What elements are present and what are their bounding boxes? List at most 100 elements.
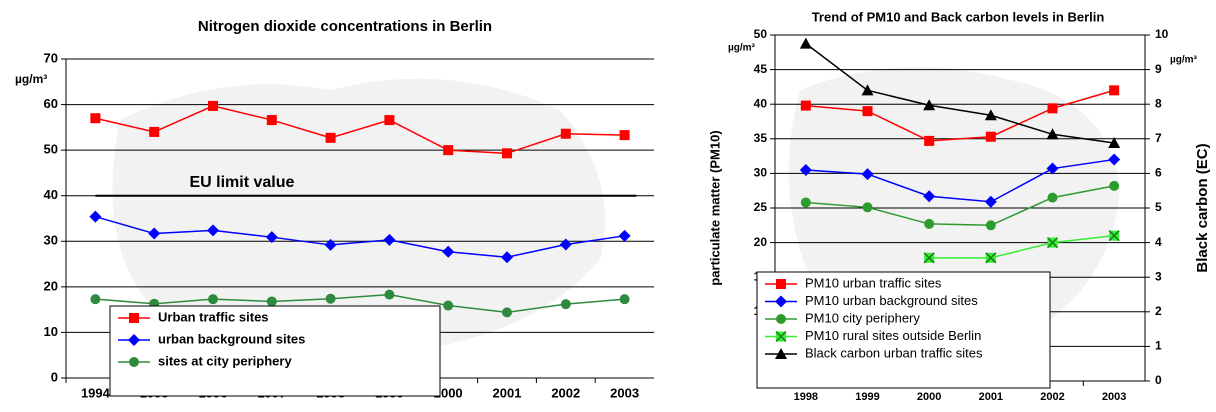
legend-box [109, 305, 441, 397]
marker [923, 252, 935, 264]
y-unit: µg/m³ [728, 43, 756, 54]
y-unit: µg/m³ [15, 72, 47, 86]
marker [775, 295, 787, 308]
marker [560, 299, 571, 310]
y-tick-label: 40 [44, 187, 58, 202]
marker [862, 202, 873, 213]
marker [325, 293, 336, 304]
marker [266, 115, 277, 126]
marker [1046, 237, 1059, 249]
marker [775, 330, 787, 343]
legend-box [756, 271, 1051, 389]
marker [384, 289, 395, 300]
x-tick-label: 2003 [610, 385, 639, 400]
marker-cross [1046, 237, 1059, 249]
marker [1108, 230, 1120, 242]
marker [1109, 85, 1120, 96]
y-tick-label: 20 [754, 235, 768, 249]
marker [1046, 128, 1059, 140]
legend-label: PM10 urban background sites [805, 293, 978, 308]
y-tick-label: 20 [44, 278, 58, 293]
marker [861, 168, 874, 181]
y-tick-label: 60 [44, 96, 58, 111]
marker [619, 294, 630, 305]
marker [861, 84, 874, 96]
marker [1108, 136, 1121, 148]
series-line [805, 89, 1115, 142]
marker [442, 245, 455, 258]
marker [985, 131, 996, 142]
legend-label: Black carbon urban traffic sites [805, 345, 983, 360]
marker [984, 109, 997, 121]
y2-tick-label: 9 [1155, 62, 1162, 76]
marker [984, 195, 997, 208]
marker [128, 334, 140, 346]
marker [1047, 103, 1058, 114]
marker [776, 279, 786, 289]
marker [207, 224, 219, 237]
marker [923, 99, 936, 111]
y2-axis-label: Black carbon (EC) [1194, 143, 1211, 272]
marker [862, 106, 873, 117]
y-tick-label: 30 [754, 166, 768, 180]
marker [560, 128, 571, 139]
marker [325, 132, 336, 143]
reference-label: EU limit value [189, 174, 294, 191]
x-tick-label: 1994 [81, 385, 111, 400]
y2-tick-label: 0 [1155, 373, 1162, 387]
x-tick-label: 2002 [1040, 391, 1064, 403]
marker [618, 229, 631, 242]
marker [208, 100, 218, 111]
x-tick-label: 2000 [434, 385, 463, 400]
marker [1047, 192, 1058, 203]
y-tick-label: 50 [754, 27, 768, 41]
marker [502, 148, 512, 159]
y-tick-label: 10 [44, 324, 58, 339]
x-tick-label: 2001 [493, 385, 522, 400]
marker [90, 294, 101, 305]
marker [619, 130, 630, 141]
y-tick-label: 40 [754, 96, 768, 110]
marker [149, 126, 160, 137]
x-tick-label: 2000 [917, 391, 941, 403]
x-tick-label: 1998 [794, 391, 818, 403]
marker [90, 113, 101, 124]
series-line [929, 234, 1115, 259]
y-axis-label: particulate matter (PM10) [707, 130, 722, 285]
marker [265, 231, 278, 244]
marker [775, 348, 787, 359]
x-tick-label: 1999 [855, 391, 879, 403]
y-tick-label: 0 [51, 369, 58, 384]
marker [501, 251, 513, 264]
marker [800, 100, 811, 111]
x-tick-label: 2003 [1102, 391, 1126, 403]
marker [924, 218, 935, 229]
x-tick-label: 2001 [979, 391, 1003, 403]
series-line [805, 43, 1115, 144]
marker [1109, 180, 1120, 191]
y2-tick-label: 2 [1155, 304, 1162, 318]
marker [129, 357, 139, 367]
marker [384, 115, 395, 126]
marker [502, 307, 512, 318]
legend-label: PM10 city periphery [805, 310, 920, 325]
marker-cross [775, 330, 787, 343]
marker [148, 227, 161, 240]
marker-cross [985, 252, 997, 264]
y2-unit: µg/m³ [1170, 55, 1198, 66]
marker [799, 163, 812, 176]
legend-label: Urban traffic sites [158, 309, 269, 324]
y2-tick-label: 3 [1155, 269, 1162, 283]
y2-tick-label: 4 [1155, 235, 1162, 249]
y-tick-label: 50 [44, 142, 58, 157]
legend-label: PM10 rural sites outside Berlin [805, 328, 981, 343]
marker [443, 145, 454, 156]
marker [324, 238, 337, 251]
legend-label: sites at city periphery [158, 353, 292, 368]
marker [129, 313, 139, 323]
marker [924, 135, 935, 146]
y-tick-label: 70 [44, 50, 58, 65]
y2-tick-label: 7 [1155, 131, 1162, 145]
y2-tick-label: 5 [1155, 200, 1162, 214]
